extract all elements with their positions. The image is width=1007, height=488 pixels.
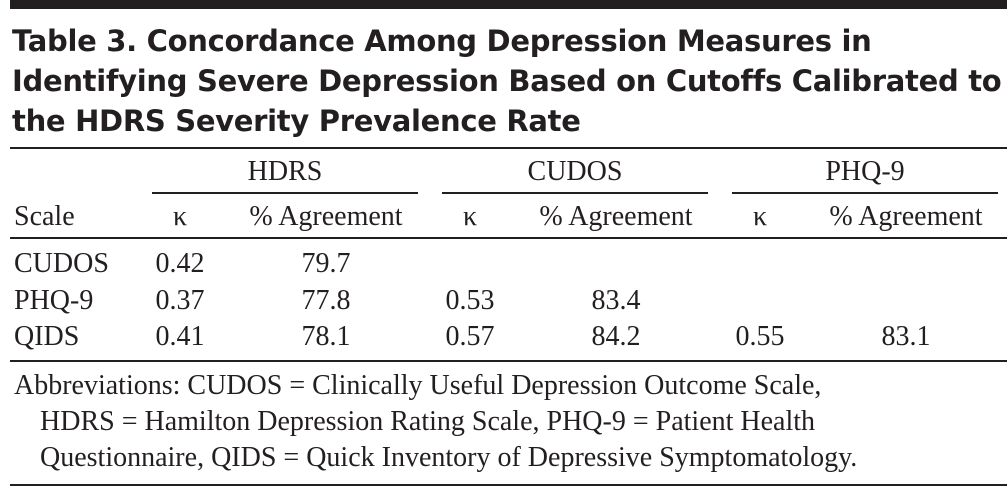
cell: 79.7 [301, 248, 351, 279]
title-line: Table 3. Concordance Among Depression Me… [12, 24, 872, 58]
group-rule [152, 192, 418, 194]
cell: 0.42 [155, 248, 205, 279]
column-header: κ [752, 201, 768, 232]
row-label: CUDOS [14, 248, 109, 279]
column-header: Scale [14, 201, 75, 232]
cell: 0.55 [735, 321, 785, 352]
title-line: the HDRS Severity Prevalence Rate [12, 104, 581, 138]
cell: 0.53 [445, 284, 495, 316]
cell: 0.37 [155, 284, 205, 316]
footnote-line: Abbreviations: CUDOS = Clinically Useful… [14, 370, 822, 401]
cell: 84.2 [591, 321, 641, 352]
title-line: Identifying Severe Depression Based on C… [12, 64, 1002, 98]
footnote-line: Questionnaire, QIDS = Quick Inventory of… [40, 442, 858, 473]
rule [10, 147, 1007, 149]
rule [10, 484, 1007, 486]
column-header: % Agreement [249, 201, 403, 232]
top-rule [10, 0, 1007, 9]
group-header: HDRS [247, 156, 323, 187]
row-label: QIDS [14, 321, 80, 352]
group-rule [732, 192, 998, 194]
cell: 0.41 [155, 321, 205, 352]
rule [10, 360, 1007, 362]
group-rule [442, 192, 708, 194]
cell: 83.4 [591, 284, 641, 316]
column-header: κ [172, 201, 188, 232]
rule [10, 237, 1007, 239]
group-header: PHQ-9 [825, 156, 905, 187]
cell: 0.57 [445, 321, 495, 352]
cell: 78.1 [301, 321, 351, 352]
cell: 83.1 [881, 321, 931, 352]
row-label: PHQ-9 [14, 284, 94, 316]
group-header: CUDOS [527, 156, 623, 187]
footnote-line: HDRS = Hamilton Depression Rating Scale,… [40, 406, 816, 437]
column-header: κ [462, 201, 478, 232]
column-header: % Agreement [829, 201, 983, 232]
cell: 77.8 [301, 284, 351, 316]
column-header: % Agreement [539, 201, 693, 232]
